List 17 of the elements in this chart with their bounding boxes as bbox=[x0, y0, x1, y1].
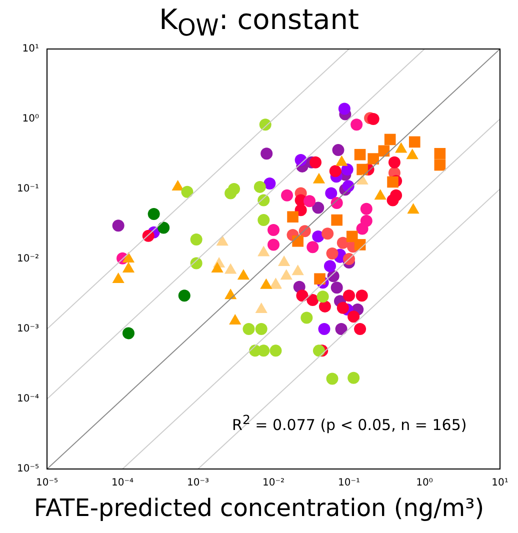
y-tick-label: 10¹ bbox=[22, 44, 40, 55]
x-tick-label: 10¹ bbox=[492, 478, 508, 489]
x-tick-label: 10⁻⁴ bbox=[112, 478, 134, 489]
x-tick-label: 10⁰ bbox=[416, 478, 433, 489]
y-tick-label: 10⁻³ bbox=[16, 324, 40, 335]
x-tick-label: 10⁻⁵ bbox=[36, 478, 58, 489]
y-tick-label: 10⁰ bbox=[22, 114, 40, 125]
y-tick-label: 10⁻⁵ bbox=[16, 464, 40, 475]
x-tick-label: 10⁻¹ bbox=[338, 478, 360, 489]
x-tick-label: 10⁻² bbox=[262, 478, 285, 489]
x-tick-label: 10⁻³ bbox=[187, 478, 210, 489]
chart-title: K$_{OW}$: constant bbox=[158, 2, 360, 42]
x-axis-title: FATE-predicted concentration (ng/m³) bbox=[32, 494, 486, 522]
y-tick-label: 10⁻⁴ bbox=[16, 394, 40, 405]
annotation: R$^{2}$ = 0.077 (p < 0.05, n = 165) bbox=[232, 412, 467, 434]
y-tick-label: 10⁻² bbox=[16, 254, 40, 265]
y-tick-label: 10⁻¹ bbox=[16, 184, 40, 195]
